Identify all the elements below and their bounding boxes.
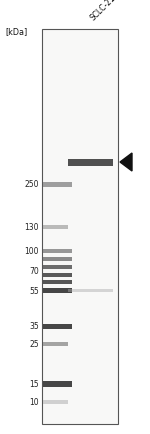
Bar	[68, 289, 113, 292]
Bar	[43, 381, 72, 387]
Text: 10: 10	[29, 398, 39, 407]
Text: 250: 250	[24, 180, 39, 189]
Bar	[43, 265, 72, 270]
Text: 130: 130	[24, 223, 39, 232]
Text: [kDa]: [kDa]	[5, 27, 27, 36]
Text: 100: 100	[24, 247, 39, 256]
Bar	[43, 280, 72, 284]
Bar	[43, 400, 68, 404]
Text: 55: 55	[29, 287, 39, 296]
Bar	[43, 342, 68, 346]
Bar	[43, 273, 72, 277]
Bar	[43, 250, 72, 253]
Polygon shape	[120, 154, 132, 171]
Text: 70: 70	[29, 267, 39, 276]
Bar	[43, 182, 72, 187]
Bar	[43, 257, 72, 261]
Bar	[43, 226, 68, 230]
Text: 35: 35	[29, 322, 39, 331]
Bar	[43, 288, 72, 293]
Bar	[68, 159, 113, 166]
Text: SCLC-21H: SCLC-21H	[89, 0, 122, 22]
Text: 25: 25	[29, 340, 39, 349]
Text: 15: 15	[29, 380, 39, 388]
Bar	[42, 30, 118, 424]
Bar	[43, 324, 72, 329]
